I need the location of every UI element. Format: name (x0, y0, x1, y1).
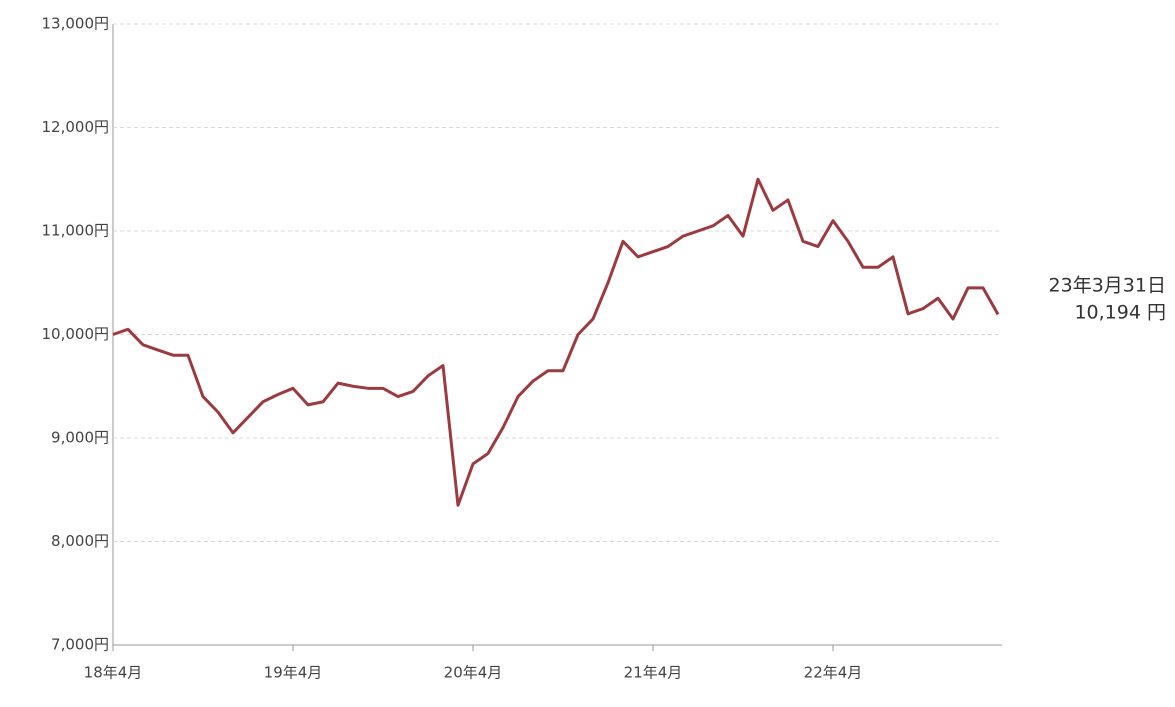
value-label: 10,194 円 (1074, 302, 1166, 324)
y-tick-label: 11,000円 (42, 222, 110, 240)
x-tick-label: 18年4月 (84, 664, 143, 682)
annotation: 23年3月31日 (1049, 275, 1166, 297)
x-tick-label: 22年4月 (804, 664, 863, 682)
y-tick-label: 12,000円 (42, 118, 110, 136)
y-tick-label: 9,000円 (51, 429, 109, 447)
y-tick-label: 7,000円 (51, 636, 109, 654)
y-tick-label: 13,000円 (42, 15, 110, 33)
x-tick-label: 20年4月 (444, 664, 503, 682)
x-tick-label: 21年4月 (624, 664, 683, 682)
y-tick-label: 10,000円 (42, 325, 110, 343)
data-line (112, 177, 1000, 507)
y-tick-label: 8,000円 (51, 532, 109, 550)
x-tick-label: 19年4月 (264, 664, 323, 682)
